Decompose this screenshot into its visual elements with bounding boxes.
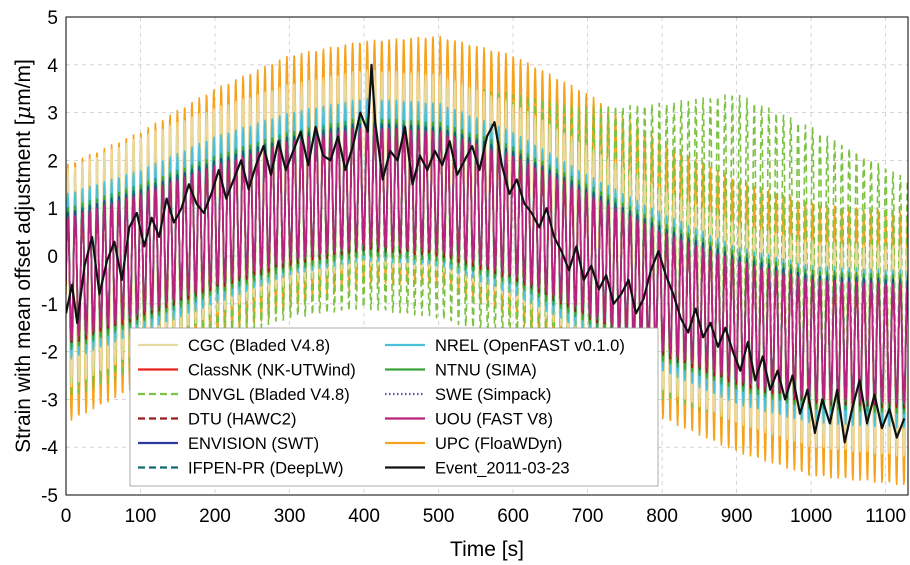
legend-label: Event_2011-03-23 [435,460,570,478]
x-axis-label: Time [s] [450,538,524,561]
x-tick-label: 200 [199,506,231,527]
legend-label: UPC (FloaWDyn) [435,435,562,453]
y-tick-label: -3 [41,390,58,411]
y-tick-label: 0 [47,247,58,268]
y-tick-label: -2 [41,343,58,364]
legend-label: ENVISION (SWT) [188,435,319,453]
x-tick-labels: 0 100 200 300 400 500 600 700 800 900 1000 1100 [61,506,906,527]
x-tick-label: 300 [274,506,306,527]
y-axis-label-unit: m/m] [12,59,35,106]
y-tick-label: 3 [47,104,58,125]
plot-frame [65,16,909,496]
legend-label: SWE (Simpack) [435,386,551,404]
legend-label: UOU (FAST V8) [435,411,553,429]
legend-label: DNVGL (Bladed V4.8) [188,386,350,404]
x-tick-label: 1000 [790,506,832,527]
x-tick-label: 700 [572,506,604,527]
series-line [66,63,906,444]
legend-label: CGC (Bladed V4.8) [188,337,330,355]
x-tick-label: 400 [348,506,380,527]
y-axis-label-main: Strain with mean offset adjustment [ [12,119,35,453]
legend-label: NREL (OpenFAST v0.1.0) [435,337,625,355]
legend: CGC (Bladed V4.8) ClassNK (NK-UTWind) DNVG… [129,327,659,487]
x-tick-label: 100 [125,506,157,527]
y-axis-label: Strain with mean offset adjustment [μm/m… [11,59,35,453]
series-layer [66,35,908,486]
x-tick-label: 800 [646,506,678,527]
legend-label: IFPEN-PR (DeepLW) [188,460,344,478]
y-tick-label: 1 [47,199,58,220]
legend-label: ClassNK (NK-UTWind) [188,362,356,380]
y-tick-label: -4 [41,438,58,459]
y-tick-labels: -5 -4 -3 -2 -1 0 1 2 3 4 5 [41,8,58,507]
x-tick-label: 0 [61,506,72,527]
y-tick-label: 4 [47,56,58,77]
y-tick-label: -5 [41,486,58,507]
x-tick-label: 600 [497,506,529,527]
y-tick-label: 5 [47,8,58,29]
x-tick-label: 500 [423,506,455,527]
y-tick-label: -1 [41,295,58,316]
y-tick-label: 2 [47,151,58,172]
legend-label: DTU (HAWC2) [188,411,296,429]
y-axis-label-mu: μ [11,106,35,120]
legend-box [129,327,659,487]
series-line [66,126,908,405]
legend-label: NTNU (SIMA) [435,362,537,380]
x-tick-label: 1100 [865,506,906,527]
x-tick-label: 900 [721,506,753,527]
